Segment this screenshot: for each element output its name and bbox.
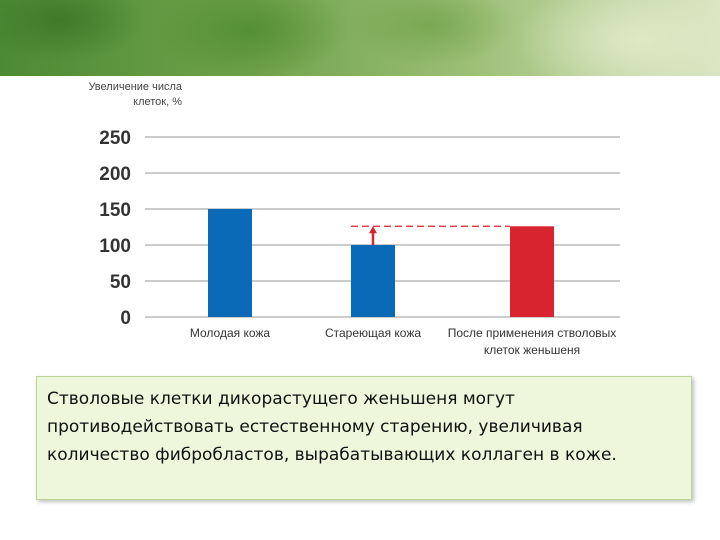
arrow-head: [369, 226, 377, 234]
y-tick-label: 0: [120, 308, 131, 329]
y-axis-label: Увеличение числа клеток, %: [88, 81, 182, 108]
x-tick-label: После применения стволовых: [448, 326, 617, 340]
bar: [208, 209, 252, 317]
y-tick-label: 200: [99, 164, 131, 185]
caption-text: Стволовые клетки дикорастущего женьшеня …: [47, 389, 617, 465]
bar: [510, 226, 554, 317]
y-tick-label: 250: [99, 128, 131, 149]
bar-chart: Увеличение числа клеток, % 0 50 100 150 200 2…: [0, 76, 720, 366]
chart-canvas: 0 50 100 150 200 250 Молодая кожа Стареющая кож…: [99, 128, 620, 357]
header-banner: [0, 0, 720, 76]
bar: [351, 245, 395, 317]
y-tick-label: 100: [99, 236, 131, 257]
x-tick-label: клеток женьшеня: [484, 343, 580, 357]
x-tick-label: Стареющая кожа: [325, 326, 421, 340]
caption-box: Стволовые клетки дикорастущего женьшеня …: [36, 376, 692, 500]
x-tick-label: Молодая кожа: [190, 326, 271, 340]
y-tick-label: 150: [99, 200, 131, 221]
y-tick-label: 50: [110, 272, 131, 293]
